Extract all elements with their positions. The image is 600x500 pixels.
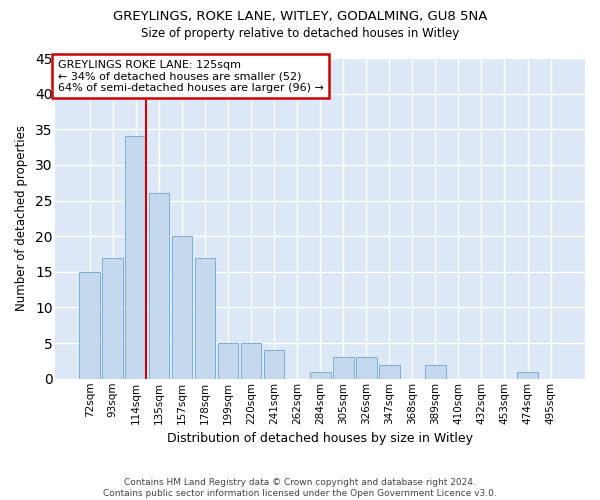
Bar [79,272,100,379]
Bar [172,236,193,379]
Bar [125,136,146,379]
Bar [333,358,353,379]
Text: GREYLINGS, ROKE LANE, WITLEY, GODALMING, GU8 5NA: GREYLINGS, ROKE LANE, WITLEY, GODALMING,… [113,10,487,23]
Bar [103,258,123,379]
Bar [517,372,538,379]
Text: Size of property relative to detached houses in Witley: Size of property relative to detached ho… [141,28,459,40]
Text: GREYLINGS ROKE LANE: 125sqm
← 34% of detached houses are smaller (52)
64% of sem: GREYLINGS ROKE LANE: 125sqm ← 34% of det… [58,60,324,93]
Text: Contains HM Land Registry data © Crown copyright and database right 2024.
Contai: Contains HM Land Registry data © Crown c… [103,478,497,498]
Bar [425,364,446,379]
Bar [264,350,284,379]
Bar [194,258,215,379]
Bar [218,343,238,379]
Bar [241,343,262,379]
Bar [379,364,400,379]
Bar [310,372,331,379]
Bar [149,194,169,379]
Bar [356,358,377,379]
Y-axis label: Number of detached properties: Number of detached properties [15,126,28,312]
X-axis label: Distribution of detached houses by size in Witley: Distribution of detached houses by size … [167,432,473,445]
